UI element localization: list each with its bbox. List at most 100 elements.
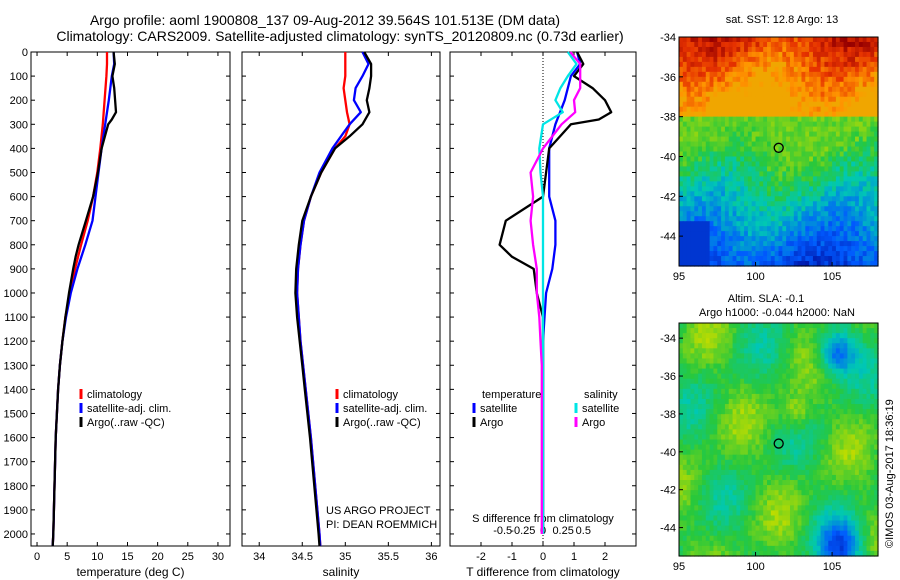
map-cell <box>812 101 818 108</box>
map-cell <box>682 241 688 247</box>
map-cell <box>839 485 845 491</box>
map-cell <box>724 520 730 527</box>
map-cell <box>809 126 814 133</box>
map-cell <box>709 343 715 349</box>
map-cell <box>774 151 780 158</box>
map-cell <box>824 414 829 420</box>
map-cell <box>797 338 803 344</box>
map-cell <box>855 56 860 63</box>
map-cell <box>843 429 848 436</box>
map-cell <box>744 196 749 202</box>
map-cell <box>744 439 749 446</box>
map-cell <box>736 520 741 527</box>
map-cell <box>797 101 803 108</box>
map-cell <box>763 101 768 108</box>
map-cell <box>835 530 841 537</box>
map-cell <box>774 459 780 466</box>
map-cell <box>812 515 818 522</box>
map-cell <box>713 166 718 173</box>
map-cell <box>701 106 707 113</box>
map-cell <box>686 449 692 456</box>
map-cell <box>679 434 684 441</box>
map-cell <box>770 151 776 158</box>
map-cell <box>751 424 757 430</box>
map-cell <box>797 485 803 491</box>
map-cell <box>701 81 707 88</box>
map-cell <box>858 404 864 410</box>
map-cell <box>843 454 848 461</box>
map-cell <box>824 469 829 476</box>
map-cell <box>698 525 703 532</box>
map-cell <box>770 434 776 441</box>
map-cell <box>778 37 783 43</box>
map-cell <box>805 454 810 461</box>
map-cell <box>824 464 829 471</box>
map-cell <box>816 459 822 466</box>
map-cell <box>789 500 795 506</box>
map-cell <box>866 166 871 173</box>
map-cell <box>820 37 826 43</box>
map-cell <box>870 231 875 237</box>
map-cell <box>686 41 692 48</box>
map-cell <box>755 61 760 68</box>
map-cell <box>851 525 856 532</box>
temperature-series <box>51 51 118 547</box>
map-cell <box>786 106 791 113</box>
map-cell <box>793 485 799 491</box>
map-cell <box>828 333 833 339</box>
map-cell <box>870 495 875 501</box>
map-cell <box>816 525 822 532</box>
map-cell <box>805 540 810 547</box>
map-cell <box>793 46 799 53</box>
map-cell <box>698 429 703 436</box>
map-cell <box>855 116 860 123</box>
map-cell <box>755 490 760 496</box>
map-cell <box>851 434 856 441</box>
map-cell <box>870 323 875 329</box>
map-cell <box>778 216 783 222</box>
map-cell <box>835 520 841 527</box>
map-cell <box>751 495 757 501</box>
map-cell <box>828 176 833 182</box>
map-cell <box>713 368 718 375</box>
map-cell <box>755 363 760 370</box>
map-cell <box>816 91 822 98</box>
map-cell <box>701 383 707 390</box>
map-cell <box>793 151 799 158</box>
map-cell <box>793 328 799 334</box>
map-cell <box>786 444 791 451</box>
map-cell <box>682 383 688 390</box>
map-cell <box>843 191 848 197</box>
map-cell <box>701 161 707 168</box>
map-cell <box>828 449 833 456</box>
map-cell <box>843 388 848 395</box>
map-cell <box>789 256 795 262</box>
map-cell <box>874 398 879 405</box>
map-cell <box>874 429 879 436</box>
map-cell <box>866 485 871 491</box>
map-cell <box>724 419 730 425</box>
map-cell <box>724 490 730 496</box>
map-cell <box>801 353 806 360</box>
map-cell <box>855 261 860 267</box>
map-cell <box>851 231 856 237</box>
map-cell <box>724 101 730 108</box>
map-cell <box>851 106 856 113</box>
map-cell <box>820 328 826 334</box>
map-cell <box>682 535 688 542</box>
map-cell <box>809 51 814 58</box>
map-cell <box>679 398 684 405</box>
map-cell <box>747 398 753 405</box>
map-cell <box>866 520 871 527</box>
map-cell <box>755 41 760 48</box>
map-cell <box>862 378 868 385</box>
map-cell <box>736 378 741 385</box>
map-cell <box>701 71 707 78</box>
map-cell <box>858 206 864 212</box>
map-cell <box>690 81 695 88</box>
map-cell <box>705 520 711 527</box>
map-cell <box>713 171 718 177</box>
map-cell <box>701 535 707 542</box>
map-cell <box>828 540 833 547</box>
map-cell <box>686 76 692 83</box>
